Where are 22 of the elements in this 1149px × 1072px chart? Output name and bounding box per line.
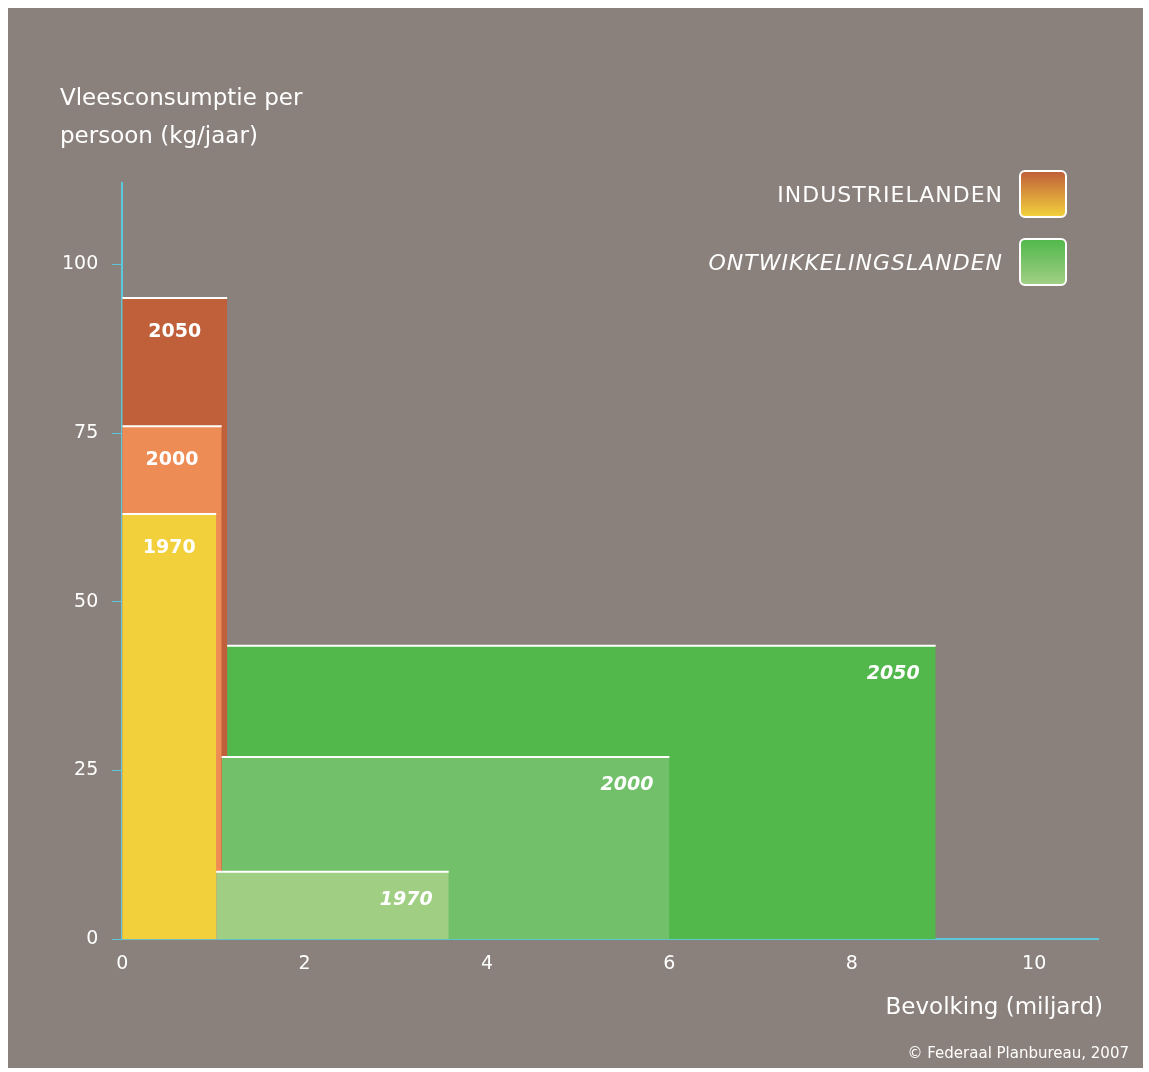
- y-tick-label: 0: [86, 926, 99, 949]
- annotation: ONTWIKKELINGSLANDEN: [708, 249, 1003, 275]
- y-tick-label: 75: [74, 420, 99, 443]
- x-tick-label: 8: [845, 950, 858, 973]
- x-tick-label: 4: [480, 950, 494, 973]
- x-tick-label: 10: [1022, 950, 1047, 973]
- series-label: 2050: [866, 660, 920, 683]
- x-axis-title: Bevolking (miljard): [885, 993, 1103, 1019]
- y-tick-label: 50: [74, 588, 99, 611]
- x-tick-label: 2: [298, 950, 311, 973]
- y-axis-title: Vleesconsumptie per persoon (kg/jaar): [60, 83, 304, 150]
- text: © Federaal Planbureau, 2007: [907, 1044, 1129, 1062]
- y-tick-label: 100: [62, 251, 99, 274]
- series-label: 1970: [142, 535, 196, 557]
- series-label: 1970: [379, 886, 433, 909]
- series-label: 2050: [148, 319, 202, 342]
- x-tick-label: 6: [663, 950, 676, 973]
- y-tick-label: 25: [74, 757, 99, 780]
- annotation: INDUSTRIELANDEN: [777, 181, 1003, 207]
- series-label: 2000: [145, 447, 199, 470]
- x-tick-label: 0: [116, 950, 129, 973]
- series-label: 2000: [600, 771, 654, 794]
